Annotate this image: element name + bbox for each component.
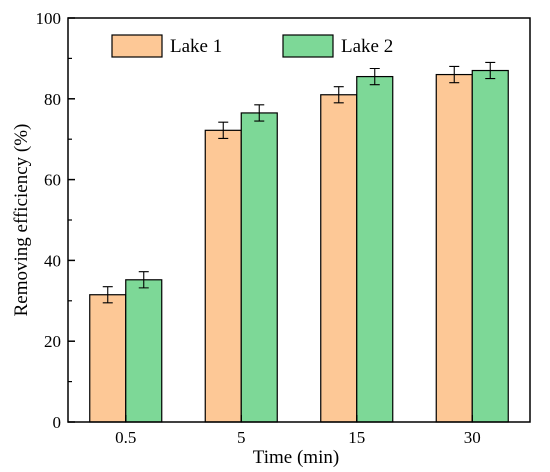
error-bar-lake-2-30 [485, 61, 496, 80]
bar-lake-2-5 [240, 112, 278, 423]
y-axis: 0 20 40 60 80 100 [36, 9, 75, 432]
error-bar-lake-1-5 [218, 121, 229, 139]
error-bar-lake-1-0.5 [102, 286, 113, 304]
x-tick-label-5: 5 [237, 428, 246, 447]
bar-lake-2-15 [356, 75, 394, 423]
bar-lake-1-15 [320, 94, 358, 423]
bar-lake-1-30 [435, 73, 473, 423]
error-bar-lake-2-5 [254, 104, 265, 122]
bar-lake-2-30 [471, 69, 509, 423]
bar-lake-1-5 [204, 129, 242, 423]
y-tick-label-20: 20 [44, 332, 61, 351]
bars-layer [89, 69, 509, 423]
legend: Lake 1 Lake 2 [111, 34, 393, 58]
error-bar-lake-1-30 [449, 65, 460, 84]
x-axis: 0.5 5 15 30 [115, 415, 481, 447]
bar-lake-2-0.5 [125, 279, 163, 423]
legend-label-lake-1: Lake 1 [170, 36, 222, 57]
x-axis-title: Time (min) [253, 447, 339, 468]
legend-label-lake-2: Lake 2 [341, 36, 393, 57]
bar-lake-1-0.5 [89, 294, 127, 423]
x-tick-label-30: 30 [464, 428, 481, 447]
y-tick-label-100: 100 [36, 9, 62, 28]
y-tick-label-60: 60 [44, 171, 61, 190]
legend-swatch-lake-2 [282, 34, 334, 58]
y-tick-label-80: 80 [44, 90, 61, 109]
y-axis-title: Removing efficiency (%) [11, 124, 32, 317]
legend-swatch-lake-1 [111, 34, 163, 58]
y-tick-label-40: 40 [44, 251, 61, 270]
error-bar-lake-1-15 [333, 86, 344, 104]
x-tick-label-15: 15 [348, 428, 365, 447]
x-tick-label-0.5: 0.5 [115, 428, 136, 447]
error-bars-layer [102, 61, 496, 304]
error-bar-lake-2-15 [369, 67, 380, 86]
error-bar-lake-2-0.5 [138, 271, 149, 289]
y-tick-label-0: 0 [53, 413, 62, 432]
